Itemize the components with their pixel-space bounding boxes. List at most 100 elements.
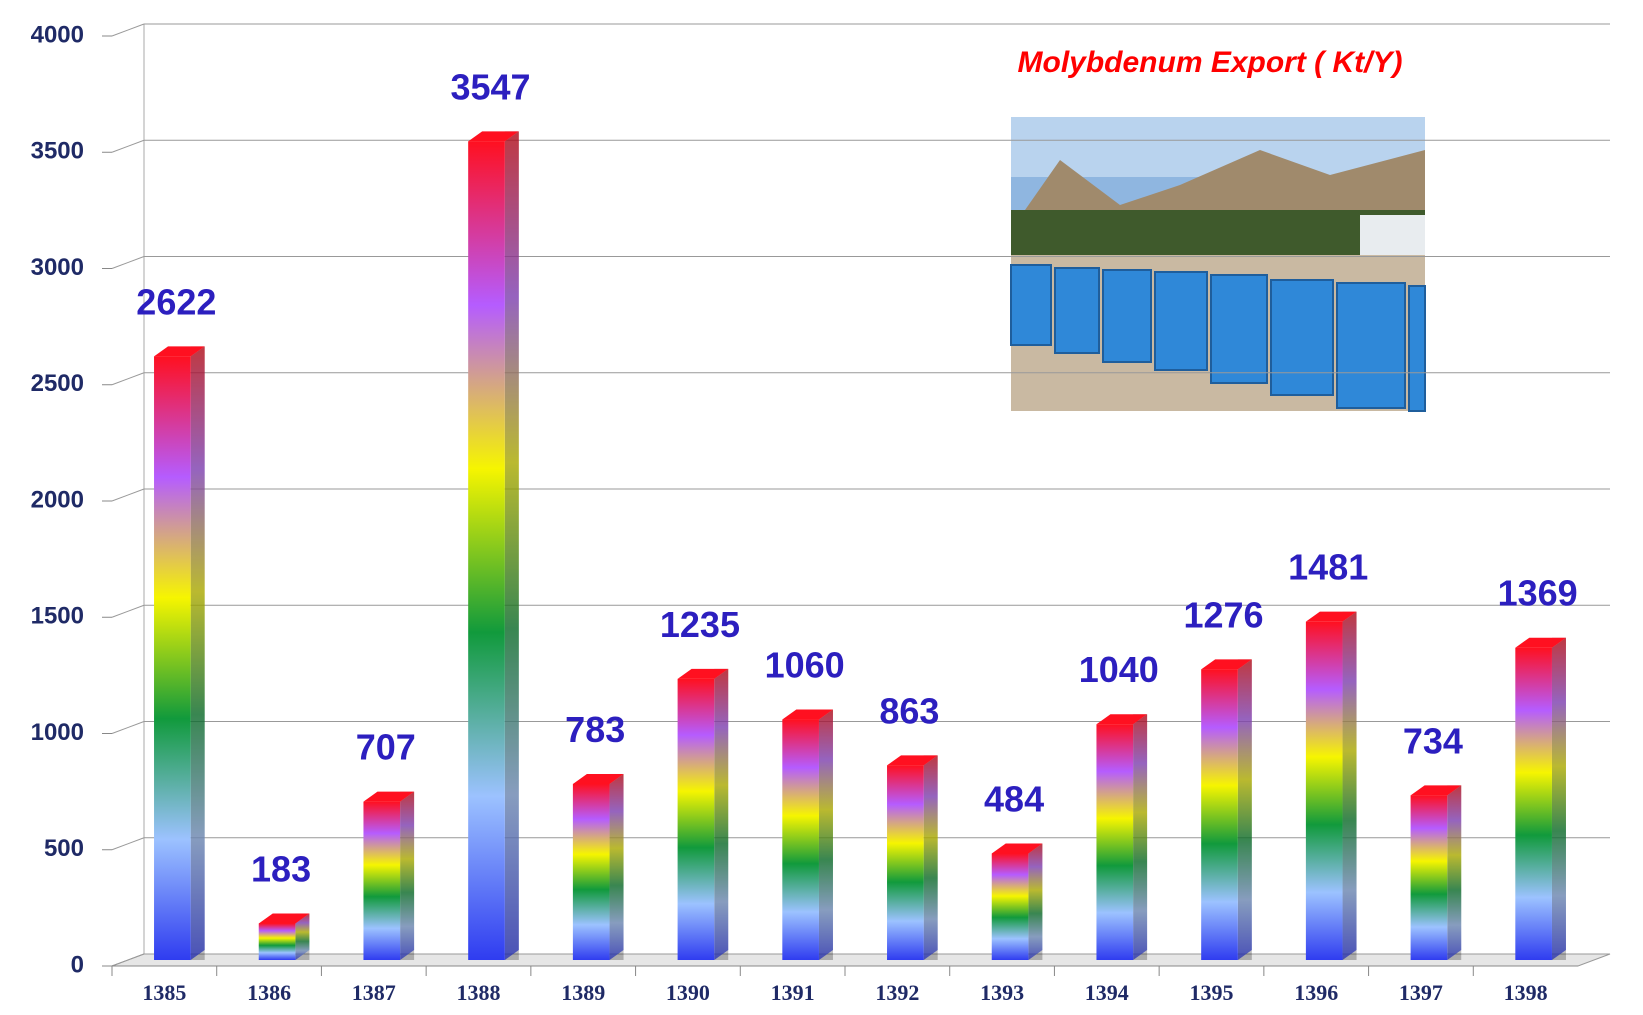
y-tick-label: 4000	[31, 21, 84, 48]
bar-group	[1096, 714, 1148, 960]
bar-side-shade	[295, 913, 310, 960]
x-tick-label: 1396	[1294, 980, 1338, 1005]
value-label: 1369	[1498, 573, 1578, 614]
x-tick-label: 1387	[352, 980, 396, 1005]
x-tick-label: 1386	[247, 980, 291, 1005]
bar-group	[677, 668, 729, 960]
photo	[1010, 117, 1426, 412]
x-tick-label: 1393	[980, 980, 1024, 1005]
x-tick-label: 1394	[1085, 980, 1129, 1005]
y-tick-label: 3000	[31, 254, 84, 281]
bar-side-shade	[504, 131, 519, 960]
bar-side-shade	[1551, 637, 1566, 960]
grid-line	[111, 837, 145, 851]
bar-top	[887, 755, 938, 766]
bar-group	[887, 755, 938, 960]
value-label: 484	[984, 778, 1044, 819]
x-tick-label: 1388	[457, 980, 501, 1005]
bar-side-shade	[1133, 714, 1148, 960]
bar-side-shade	[609, 773, 624, 960]
bar-group	[154, 346, 205, 960]
x-tick-label: 1389	[561, 980, 605, 1005]
bar-side-shade	[1342, 611, 1357, 960]
bar-top	[363, 791, 415, 802]
bar-side	[923, 755, 938, 960]
bar	[154, 356, 191, 960]
value-label: 707	[356, 727, 416, 768]
x-tick-label: 1390	[666, 980, 710, 1005]
y-tick-label: 1000	[31, 719, 84, 746]
bar-group	[1410, 785, 1462, 960]
bar-top	[468, 131, 519, 142]
x-tick-label: 1385	[142, 980, 186, 1005]
value-label: 783	[565, 709, 625, 750]
bar-side	[400, 791, 415, 960]
x-tick-label: 1398	[1504, 980, 1548, 1005]
value-label: 1040	[1079, 649, 1159, 690]
bar-side	[818, 709, 833, 960]
bar-side	[504, 131, 519, 960]
bar-top	[258, 913, 310, 924]
y-tick-label: 2000	[31, 486, 84, 513]
value-label: 2622	[136, 281, 216, 322]
bar-group	[363, 791, 415, 960]
bar	[887, 765, 924, 960]
bar	[1515, 647, 1552, 960]
bar	[1305, 621, 1343, 960]
bar-side	[1447, 785, 1462, 960]
bar	[1410, 795, 1448, 960]
y-tick-label: 500	[44, 835, 84, 862]
bar	[991, 853, 1029, 960]
bar-side	[1551, 637, 1566, 960]
bar-side-shade	[818, 709, 833, 960]
bar	[1201, 669, 1238, 960]
bar-side	[190, 346, 205, 960]
x-tick-label: 1395	[1190, 980, 1234, 1005]
bar-top	[1201, 659, 1252, 670]
bar-side-shade	[923, 755, 938, 960]
bar	[572, 783, 610, 960]
bar	[363, 801, 401, 960]
bar-top	[677, 668, 729, 679]
value-label: 1481	[1288, 547, 1368, 588]
grid-line	[111, 721, 145, 734]
grid-line	[111, 604, 145, 618]
bar-top	[991, 843, 1043, 854]
bar	[258, 923, 296, 960]
bar-top	[1096, 714, 1148, 725]
grid-line	[111, 23, 145, 37]
bar-top	[1410, 785, 1462, 796]
y-tick-label: 3500	[31, 138, 84, 165]
bar-side-shade	[190, 346, 205, 960]
bar-top	[1305, 611, 1357, 622]
bar-group	[468, 131, 519, 960]
grid-line	[111, 139, 145, 153]
bar-side	[609, 773, 624, 960]
value-label: 3547	[450, 66, 530, 107]
bar-group	[782, 709, 833, 960]
grid-line	[111, 372, 145, 386]
value-label: 863	[879, 690, 939, 731]
bar	[677, 678, 715, 960]
value-label: 1276	[1183, 594, 1263, 635]
grid-line	[111, 953, 145, 967]
floor	[111, 953, 1611, 967]
bar-top	[154, 346, 205, 357]
bar-top	[782, 709, 833, 720]
bar-top	[572, 773, 624, 784]
value-label: 1060	[765, 645, 845, 686]
y-tick-label: 2500	[31, 370, 84, 397]
bar-side	[295, 913, 310, 960]
bar-side	[1237, 659, 1252, 960]
bar-group	[991, 843, 1043, 960]
bar-side-shade	[714, 668, 729, 960]
bar-side	[714, 668, 729, 960]
grid-line	[111, 488, 145, 502]
bar-top	[1515, 637, 1566, 648]
value-label: 1235	[660, 604, 740, 645]
bar-group	[258, 913, 310, 960]
bar	[1096, 724, 1134, 960]
bar-group	[1515, 637, 1566, 960]
y-tick-label: 1500	[31, 603, 84, 630]
bar-side-shade	[400, 791, 415, 960]
